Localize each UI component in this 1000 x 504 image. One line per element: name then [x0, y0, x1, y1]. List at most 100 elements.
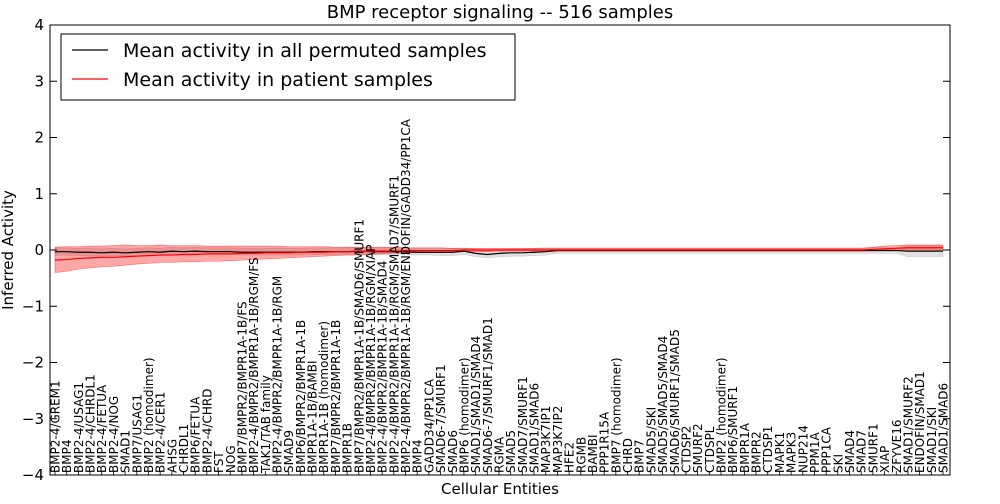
legend-label-patient: Mean activity in patient samples	[123, 69, 433, 91]
x-tick-label: BMP2-4/BMPR2/BMPR1A-1B/RGM/SMAD7/SMURF1	[387, 175, 401, 473]
x-tick-label: RGMA	[493, 436, 507, 473]
x-tick-label: BMP2-4/BMPR2/BMPR1A-1B/RGM/ENDOFIN/GADD3…	[399, 118, 413, 473]
x-tick-label: BMP7/BMPR2/BMPR1A-1B/FS	[235, 301, 249, 473]
x-tick-label: SMAD1/SMAD1/SMAD4	[469, 336, 483, 473]
x-tick-label: BMP2-4/CHRD	[200, 389, 214, 473]
x-tick-label: TAK1/TAB family	[259, 375, 273, 474]
y-axis-ticks: 4 3 2 1 0 −1 −2 −3 −4	[22, 16, 950, 484]
x-tick-label: SMAD5/SMAD5/SMAD4	[656, 336, 670, 473]
x-tick-label: SMAD1/SMURF2	[901, 376, 915, 473]
x-tick-label: CTDSP2	[679, 426, 693, 473]
x-tick-label: MAP3K7IP2	[551, 406, 565, 473]
x-tick-label: SMAD1/SMAD6	[937, 383, 951, 473]
y-tick-label: −1	[22, 297, 44, 315]
x-tick-label: SMURF1	[866, 423, 880, 473]
x-tick-label: BAMBI	[586, 434, 600, 473]
x-tick-label: BMP2-4/BMPR2/BMPR1A-1B/RGM/FS	[247, 257, 261, 473]
x-tick-label: CTDSP1	[761, 426, 775, 473]
x-tick-label: ZFYVE16	[890, 419, 904, 473]
x-tick-label: BMP7/BMPR2/BMPR1A-1B/SMAD6/SMURF1	[352, 219, 366, 473]
x-tick-label: BMPR1A-1B (homodimer)	[317, 321, 331, 473]
x-tick-label: SMAD7/SMURF1	[516, 376, 530, 473]
y-tick-label: 1	[34, 185, 44, 203]
x-tick-label: SMAD1	[119, 430, 133, 473]
x-tick-label: CTDSPL	[703, 426, 717, 473]
x-tick-label: RGMB	[574, 437, 588, 473]
x-tick-label: BMP7	[633, 440, 647, 473]
x-axis-tick-labels: BMP2-4/GREM1BMP4BMP2-4/USAG1BMP2-4/CHRDL…	[49, 118, 951, 475]
x-tick-label: CHRDL1	[177, 424, 191, 473]
x-tick-label: BMP6/FETUA	[189, 396, 203, 473]
y-tick-label: 3	[34, 72, 44, 90]
x-tick-label: SMAD1/SKI	[925, 407, 939, 473]
x-tick-label: BMP4	[60, 440, 74, 473]
x-tick-label: BMP2 (homodimer)	[715, 357, 729, 473]
y-axis-label: Inferred Activity	[0, 190, 17, 310]
x-tick-label: CHRD	[621, 438, 635, 473]
x-tick-label: XIAP	[878, 446, 892, 473]
x-tick-label: BMP2-4/BMPR2/BMPR1A-1B/RGM	[271, 276, 285, 473]
x-tick-label: SMAD6-7/SMURF1	[434, 364, 448, 473]
x-tick-label: BMP2-4/USAG1	[72, 382, 86, 473]
legend-label-permuted: Mean activity in all permuted samples	[123, 40, 486, 62]
x-tick-label: SMAD5/SKI	[644, 407, 658, 473]
x-tick-label: BMP2-4/BMPR2/BMPR1A-1B/SMAD4	[376, 261, 390, 473]
x-tick-label: BMP2-4/FETUA	[95, 384, 109, 473]
x-tick-label: BMP6/BMPR2/BMPR1A-1B	[294, 320, 308, 473]
x-tick-label: SMAD6/SMURF1/SMAD5	[668, 329, 682, 473]
x-tick-label: PPP1CA	[820, 426, 834, 473]
x-tick-label: BMP6 (homodimer)	[457, 357, 471, 473]
x-tick-label: BMP2-4/CER1	[154, 392, 168, 473]
x-tick-label: SMAD7	[855, 430, 869, 473]
y-tick-label: 2	[34, 129, 44, 147]
x-tick-label: BMP2-4/CHRDL1	[84, 374, 98, 473]
legend-box	[60, 33, 516, 101]
x-tick-label: BMPR1B	[341, 423, 355, 473]
x-tick-label: AHSG	[165, 439, 179, 473]
y-tick-label: 0	[34, 241, 44, 259]
x-tick-label: SMAD1/SMAD6	[528, 383, 542, 473]
y-tick-label: −3	[22, 410, 44, 428]
x-tick-label: BMP6/SMURF1	[726, 386, 740, 473]
x-tick-label: SMAD9	[282, 430, 296, 473]
x-tick-label: BMPR2	[750, 431, 764, 473]
x-tick-label: SMAD5	[504, 430, 518, 473]
x-tick-label: BMP4	[411, 440, 425, 473]
x-tick-label: NOG	[224, 445, 238, 473]
y-tick-label: −4	[22, 466, 44, 484]
y-tick-label: −2	[22, 354, 44, 372]
x-tick-label: BMPR1A	[738, 422, 752, 473]
legend: Mean activity in all permuted samples Me…	[60, 33, 516, 101]
x-tick-label: FST	[212, 451, 226, 473]
x-tick-label: BMPR1A-1B/BAMBI	[306, 360, 320, 473]
series-line-patient	[54, 247, 943, 261]
x-tick-label: BMP7/USAG1	[130, 394, 144, 473]
x-tick-label: SMURF2	[691, 423, 705, 473]
x-tick-label: MAP3K7IP1	[539, 406, 553, 473]
y-tick-label: 4	[34, 16, 44, 34]
x-tick-label: BMP2 (homodimer)	[142, 357, 156, 473]
x-tick-label: MAPK1	[773, 432, 787, 473]
series-lines	[54, 247, 943, 261]
x-tick-label: BMP7 (homodimer)	[609, 357, 623, 473]
x-tick-label: BMP2-4/BMPR2/BMPR1A-1B/RGM/XIAP	[364, 244, 378, 473]
x-tick-label: SKI	[831, 454, 845, 473]
x-tick-label: SMAD4	[843, 430, 857, 473]
plot-frame	[49, 24, 951, 476]
x-tick-label: BMP2-4/GREM1	[49, 380, 63, 473]
x-tick-label: NUP214	[796, 425, 810, 473]
x-tick-label: SMAD6-7/SMURF1/SMAD1	[481, 317, 495, 473]
x-axis-label: Cellular Entities	[441, 480, 559, 498]
x-tick-label: PPM1A	[808, 432, 822, 473]
x-tick-label: MAPK3	[785, 432, 799, 473]
x-tick-label: HFE2	[563, 442, 577, 473]
x-tick-label: BMP7/BMPR2/BMPR1A-1B	[329, 320, 343, 473]
x-tick-label: GADD34/PP1CA	[422, 378, 436, 473]
chart-title: BMP receptor signaling -- 516 samples	[327, 2, 674, 23]
x-tick-label: SMAD6	[446, 430, 460, 473]
x-tick-label: ENDOFIN/SMAD1	[913, 371, 927, 473]
x-tick-label: BMP2-4/NOG	[107, 396, 121, 473]
x-tick-label: PPP1R15A	[598, 411, 612, 473]
